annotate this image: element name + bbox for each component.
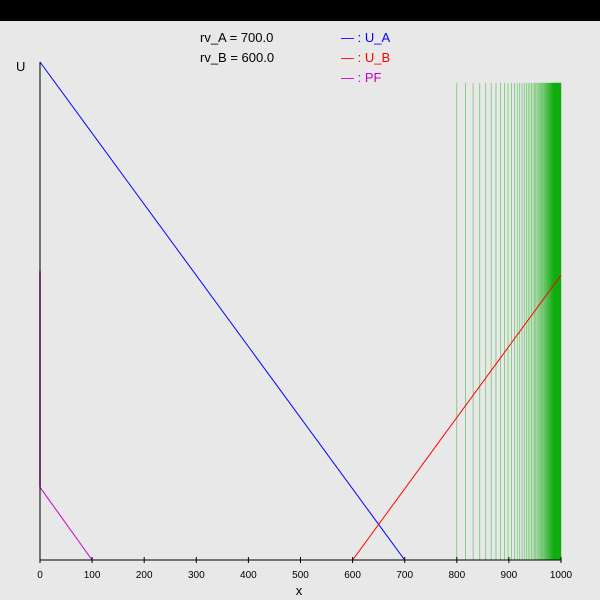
x-tick-label: 1000 <box>550 570 573 581</box>
x-tick-label: 900 <box>501 570 518 581</box>
series-line-pf <box>39 487 93 561</box>
x-tick-label: 400 <box>240 570 257 581</box>
x-tick-label: 200 <box>136 570 153 581</box>
x-axis-label: x <box>296 583 303 598</box>
info-rv-a: rv_A = 700.0 <box>200 30 273 45</box>
green-vertical-lines <box>456 82 562 560</box>
x-tick-label: 300 <box>188 570 205 581</box>
x-tick-label: 100 <box>84 570 101 581</box>
legend-pf: — : PF <box>341 70 382 85</box>
window-top-bar <box>0 0 600 21</box>
y-axis-label: U <box>16 59 25 74</box>
x-axis-ticks: 0 100 200 300 400 500 600 700 800 900 1000 <box>37 557 573 581</box>
series-layer <box>39 61 562 561</box>
legend-u-a: — : U_A <box>341 30 390 45</box>
series-line-u-a <box>39 61 561 561</box>
legend-u-b: — : U_B <box>341 50 390 65</box>
x-tick-label: 600 <box>344 570 361 581</box>
x-tick-label: 500 <box>292 570 309 581</box>
x-tick-label: 0 <box>37 570 43 581</box>
info-rv-b: rv_B = 600.0 <box>200 50 274 65</box>
x-tick-label: 700 <box>396 570 413 581</box>
x-tick-label: 800 <box>448 570 465 581</box>
